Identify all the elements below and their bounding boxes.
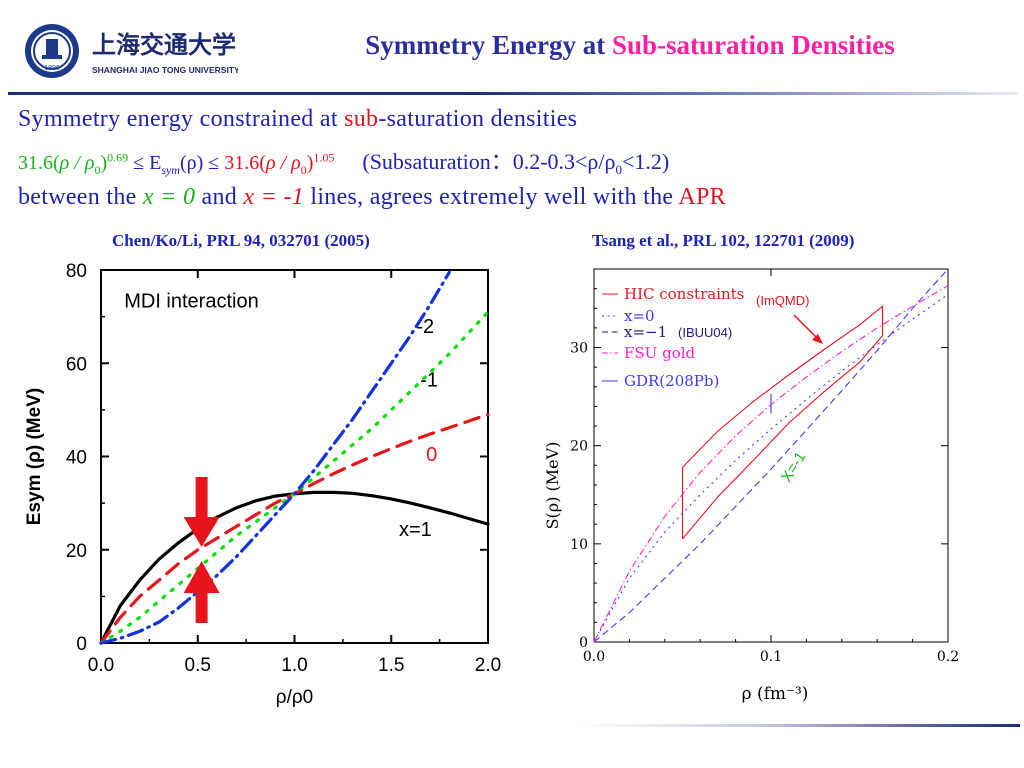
x-tick-label: 0.0 bbox=[583, 649, 605, 665]
y-axis-label: S(ρ) (MeV) bbox=[543, 442, 562, 530]
x-tick-label: 0.2 bbox=[937, 649, 959, 665]
x-tick-label: 1.5 bbox=[378, 655, 404, 676]
top-divider bbox=[8, 92, 1018, 95]
x-tick-label: 1.0 bbox=[281, 655, 307, 676]
logo-chinese-name: 上海交通大学 bbox=[92, 31, 236, 59]
legend-entry: x=−1 bbox=[624, 323, 667, 341]
label-x-minus-1: -1 bbox=[420, 370, 438, 392]
citation-right: Tsang et al., PRL 102, 122701 (2009) bbox=[592, 231, 855, 250]
legend-entry: HIC constraints bbox=[624, 285, 744, 303]
equation-line: 31.6(ρ / ρ0)0.69 ≤ Esym(ρ) ≤ 31.6(ρ / ρ0… bbox=[18, 149, 670, 177]
logo-english-name: SHANGHAI JIAO TONG UNIVERSITY bbox=[92, 65, 238, 75]
y-tick-label: 0 bbox=[579, 635, 588, 651]
arrow-up-head bbox=[183, 561, 220, 593]
y-tick-label: 20 bbox=[66, 541, 87, 562]
series-line-x-1 bbox=[593, 268, 949, 643]
label-x-1: x=1 bbox=[399, 519, 432, 541]
x-tick-label: 2.0 bbox=[475, 655, 501, 676]
university-logo: 1896 上海交通大学 SHANGHAI JIAO TONG UNIVERSIT… bbox=[22, 20, 240, 82]
arrow-down-head bbox=[183, 517, 220, 547]
text-line-1: Symmetry energy constrained at sub-satur… bbox=[18, 106, 578, 132]
y-tick-label: 60 bbox=[66, 354, 87, 375]
arrow-down-shaft bbox=[195, 477, 208, 519]
annotation-x-minus-1: X=-1 bbox=[778, 449, 809, 485]
y-axis-label: Esym (ρ) (MeV) bbox=[24, 388, 45, 525]
series-line--2 bbox=[99, 270, 451, 645]
left-chart: 0.0 0.5 1.0 1.5 2.0 0 20 40 60 80 MDI interaction -… bbox=[24, 255, 508, 708]
annotation-ibuu04: (IBUU04) bbox=[678, 325, 732, 340]
imqmd-arrow-head bbox=[812, 334, 823, 344]
text-line-3: between the x = 0 and x = -1 lines, agre… bbox=[18, 184, 726, 210]
legend-entry: FSU gold bbox=[624, 344, 696, 362]
series-line-x-0 bbox=[593, 294, 949, 643]
x-tick-label: 0.0 bbox=[88, 655, 114, 676]
clip-mask bbox=[101, 255, 508, 269]
chart-title-label: MDI interaction bbox=[124, 290, 259, 312]
series-line--1 bbox=[99, 310, 490, 645]
annotation-imqmd: (ImQMD) bbox=[756, 293, 809, 308]
y-tick-label: 20 bbox=[570, 439, 588, 455]
y-tick-label: 40 bbox=[66, 448, 87, 469]
x-axis-label: ρ/ρ0 bbox=[276, 687, 313, 708]
logo-year: 1896 bbox=[44, 65, 60, 72]
series-line-HIC-constraints bbox=[681, 305, 884, 540]
y-tick-label: 80 bbox=[66, 261, 87, 282]
arrow-up-shaft bbox=[195, 591, 208, 623]
citation-left: Chen/Ko/Li, PRL 94, 032701 (2005) bbox=[112, 231, 370, 250]
y-tick-label: 30 bbox=[570, 341, 588, 357]
title-highlight: Sub-saturation Densities bbox=[611, 30, 895, 60]
legend-entry: GDR(208Pb) bbox=[624, 372, 719, 390]
y-tick-label: 10 bbox=[570, 537, 588, 553]
x-axis-label: ρ (fm⁻³) bbox=[742, 684, 809, 704]
y-tick-label: 0 bbox=[76, 634, 87, 655]
right-chart: 0.0 0.1 0.2 0 10 20 30 HIC constraints x=0x=−1 FS… bbox=[543, 268, 959, 704]
label-x-minus-2: -2 bbox=[416, 316, 434, 338]
label-x-0: 0 bbox=[426, 444, 437, 466]
legend-entry: x=0 bbox=[624, 307, 655, 325]
slide-title: Symmetry Energy at Sub-saturation Densit… bbox=[250, 30, 1010, 61]
x-tick-label: 0.5 bbox=[185, 655, 211, 676]
title-main: Symmetry Energy at bbox=[365, 30, 612, 60]
x-tick-label: 0.1 bbox=[760, 649, 782, 665]
bottom-divider bbox=[580, 724, 1020, 727]
